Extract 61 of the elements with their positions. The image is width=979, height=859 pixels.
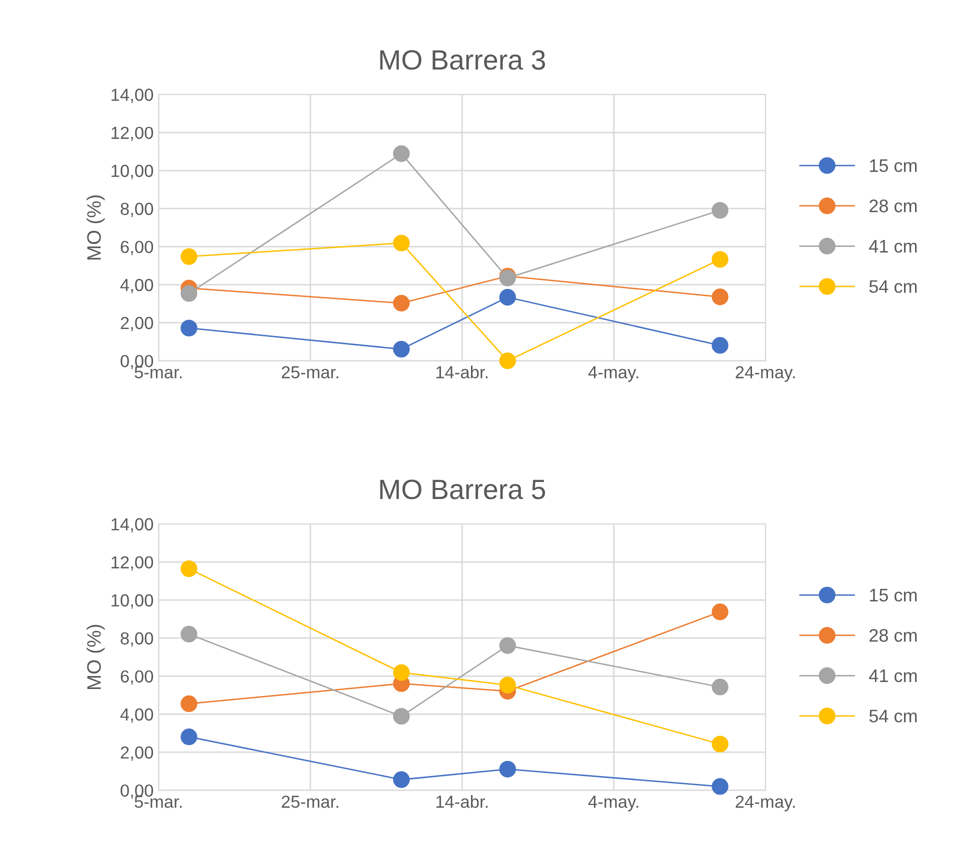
x-tick-label: 4-may.: [588, 796, 638, 812]
point: [180, 560, 198, 578]
y-tick-label: 10,00: [112, 594, 154, 609]
y-tick-label: 8,00: [120, 202, 154, 218]
legend-label: 28 cm: [870, 200, 917, 212]
y-axis-title: MO (%): [86, 195, 105, 260]
point: [180, 728, 198, 746]
point: [180, 626, 198, 642]
point: [393, 234, 410, 252]
y-tick-label: 12,00: [112, 556, 154, 571]
legend-label: 41 cm: [869, 670, 917, 682]
point: [499, 352, 516, 370]
point: [712, 337, 728, 354]
point: [393, 340, 410, 358]
point: [712, 736, 728, 752]
point: [712, 778, 728, 795]
y-tick-label: 4,00: [120, 278, 154, 294]
point: [180, 248, 198, 265]
chart-title: MO Barrera 5: [380, 480, 546, 500]
point: [393, 664, 410, 681]
point: [393, 145, 410, 162]
legend-label: 28 cm: [870, 629, 917, 642]
point: [180, 285, 198, 302]
y-tick-label: 4,00: [120, 708, 154, 723]
x-tick-label: 25-mar.: [282, 796, 338, 808]
y-tick-label: 6,00: [120, 670, 154, 685]
y-tick-label: 2,00: [120, 746, 154, 761]
point: [499, 288, 516, 306]
x-tick-label: 24-may.: [736, 796, 795, 812]
point: [712, 604, 728, 620]
x-tick-label: 14-abr.: [436, 795, 488, 808]
point: [180, 320, 198, 336]
x-tick-label: 14-abr.: [436, 366, 488, 378]
y-tick-label: 14,00: [112, 88, 154, 103]
point: [712, 202, 728, 219]
point: [712, 251, 728, 268]
legend-label: 54 cm: [869, 280, 917, 293]
x-tick-label: 4-may.: [588, 366, 638, 382]
point: [393, 771, 410, 788]
y-tick-label: 6,00: [120, 240, 154, 256]
point: [712, 678, 728, 696]
point: [712, 288, 728, 306]
chart-title: MO Barrera 3: [380, 50, 545, 70]
x-tick-label: 25-mar.: [282, 366, 338, 378]
point: [499, 760, 516, 778]
legend-label: 41 cm: [869, 240, 917, 253]
legend-label: 15 cm: [870, 588, 917, 602]
y-tick-label: 10,00: [112, 164, 154, 180]
y-axis-title: MO (%): [86, 624, 105, 690]
x-tick-label: 24-may.: [736, 366, 795, 382]
point: [180, 695, 198, 712]
y-tick-label: 14,00: [112, 518, 154, 532]
point: [393, 294, 410, 312]
point: [393, 708, 410, 725]
point: [499, 676, 516, 694]
legend-label: 15 cm: [870, 159, 917, 172]
y-tick-label: 8,00: [120, 632, 154, 647]
legend-label: 54 cm: [869, 710, 917, 722]
point: [499, 637, 516, 654]
y-tick-label: 2,00: [120, 316, 154, 332]
y-tick-label: 12,00: [112, 126, 154, 142]
